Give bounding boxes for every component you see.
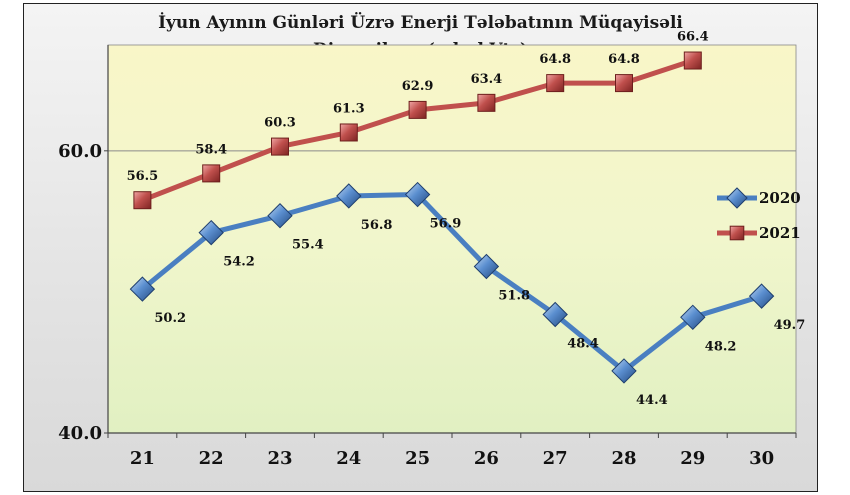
data-point-2020-21 — [129, 276, 156, 302]
data-point-2020-27 — [542, 301, 568, 328]
data-label-2021-24: 61.3 — [333, 101, 365, 116]
legend-label-2020: 2020 — [759, 189, 801, 207]
data-point-2021-21 — [133, 191, 152, 210]
data-label-2021-28: 64.8 — [608, 52, 640, 67]
x-tick-label: 26 — [474, 448, 499, 469]
x-tick-label: 23 — [267, 448, 292, 469]
x-tick-label: 29 — [680, 448, 705, 469]
data-label-2020-22: 54.2 — [223, 255, 255, 270]
data-point-2020-24 — [336, 183, 362, 209]
x-tick-label: 24 — [336, 448, 361, 469]
data-point-2021-28 — [615, 74, 633, 93]
x-tick-label: 30 — [749, 448, 774, 469]
data-point-2020-28 — [611, 358, 637, 384]
data-point-2021-26 — [477, 93, 496, 112]
data-point-2021-23 — [271, 137, 289, 156]
data-label-2021-23: 60.3 — [264, 116, 296, 131]
legend-label-2021: 2021 — [759, 224, 801, 242]
x-tick-label: 27 — [543, 448, 568, 469]
data-label-2020-24: 56.8 — [361, 218, 393, 233]
data-label-2021-27: 64.8 — [539, 52, 571, 67]
x-tick-label: 28 — [611, 448, 636, 469]
data-point-2020-22 — [198, 219, 224, 246]
data-label-2021-25: 62.9 — [402, 79, 434, 94]
data-point-2021-27 — [546, 74, 565, 93]
data-point-2020-25 — [404, 181, 431, 208]
legend-marker-2020 — [726, 187, 748, 209]
y-tick-label: 60.0 — [58, 141, 102, 162]
data-label-2021-26: 63.4 — [471, 72, 503, 87]
data-point-2021-22 — [202, 164, 221, 183]
data-label-2020-21: 50.2 — [154, 311, 186, 326]
data-point-2020-23 — [267, 203, 293, 229]
data-point-2020-30 — [748, 283, 775, 309]
plot-area — [107, 44, 797, 434]
data-label-2020-27: 48.4 — [567, 336, 599, 351]
data-point-2020-29 — [680, 304, 706, 331]
data-point-2021-25 — [408, 100, 427, 119]
data-label-2020-29: 48.2 — [705, 339, 737, 354]
data-label-2021-29: 66.4 — [677, 30, 709, 45]
x-tick-label: 21 — [130, 448, 155, 469]
x-tick-label: 25 — [405, 448, 430, 469]
data-label-2020-26: 51.8 — [498, 289, 530, 304]
data-label-2020-28: 44.4 — [636, 393, 668, 408]
data-label-2021-22: 58.4 — [195, 142, 227, 157]
x-tick-label: 22 — [199, 448, 224, 469]
legend-marker-2021 — [729, 225, 745, 241]
series-line-2020 — [140, 192, 763, 374]
data-label-2020-30: 49.7 — [774, 318, 806, 333]
data-point-2021-29 — [683, 51, 702, 70]
data-label-2020-23: 55.4 — [292, 238, 324, 253]
data-point-2020-26 — [473, 253, 500, 280]
data-label-2020-25: 56.9 — [430, 217, 462, 232]
y-tick-label: 40.0 — [58, 423, 102, 444]
chart-title-line-1: İyun Ayının Günləri Üzrə Enerji Tələbatı… — [158, 13, 683, 33]
data-label-2021-21: 56.5 — [127, 169, 159, 184]
data-point-2021-24 — [339, 123, 358, 142]
